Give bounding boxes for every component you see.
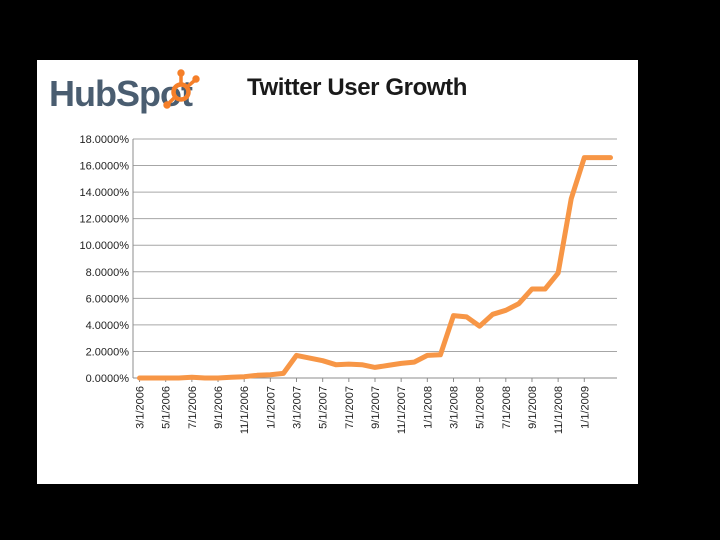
x-tick-label: 5/1/2008 <box>475 386 487 429</box>
y-tick-label: 12.0000% <box>79 214 129 226</box>
x-tick-label: 11/1/2008 <box>553 386 565 434</box>
x-tick-label: 7/1/2008 <box>501 386 513 429</box>
data-point <box>504 309 508 312</box>
data-point <box>543 287 547 291</box>
data-point <box>216 376 220 380</box>
x-tick-label: 11/1/2006 <box>239 386 251 434</box>
data-point <box>426 354 429 357</box>
data-point <box>203 376 207 380</box>
y-tick-label: 2.0000% <box>86 346 130 358</box>
data-point <box>491 313 494 316</box>
data-point <box>151 376 154 380</box>
data-point <box>242 375 246 378</box>
data-point <box>452 314 455 317</box>
y-tick-label: 6.0000% <box>86 293 130 305</box>
x-tick-label: 3/1/2006 <box>135 386 147 429</box>
x-tick-label: 5/1/2006 <box>161 386 173 429</box>
x-tick-label: 9/1/2007 <box>370 386 382 429</box>
data-point <box>360 363 364 366</box>
data-point <box>570 197 573 200</box>
data-point <box>583 156 586 159</box>
y-tick-label: 16.0000% <box>79 161 129 173</box>
x-tick-label: 3/1/2007 <box>292 386 304 429</box>
data-point <box>164 376 167 380</box>
data-point <box>138 376 141 380</box>
data-point <box>465 315 468 319</box>
data-point <box>439 353 442 356</box>
x-tick-label: 7/1/2006 <box>187 386 199 429</box>
data-point <box>282 372 285 375</box>
x-tick-label: 11/1/2007 <box>396 386 408 434</box>
data-point <box>399 362 403 365</box>
x-tick-label: 1/1/2007 <box>265 386 277 429</box>
data-point <box>478 325 481 328</box>
x-tick-label: 7/1/2007 <box>344 386 356 429</box>
data-point <box>321 359 324 362</box>
data-point <box>596 156 599 159</box>
data-point <box>190 376 194 379</box>
data-point <box>556 271 560 275</box>
data-point <box>347 362 351 366</box>
data-point <box>413 360 416 364</box>
chart-title: Twitter User Growth <box>247 74 467 101</box>
data-point <box>334 363 337 366</box>
x-tick-label: 9/1/2008 <box>527 386 539 429</box>
x-tick-label: 1/1/2009 <box>579 386 591 429</box>
data-point <box>609 156 612 159</box>
series-line <box>137 155 613 381</box>
hubspot-logo: HubSpot <box>49 69 200 114</box>
data-point <box>256 374 259 377</box>
data-point <box>177 376 180 380</box>
y-tick-label: 4.0000% <box>86 320 130 332</box>
data-point <box>373 366 377 369</box>
y-tick-label: 8.0000% <box>86 267 130 279</box>
y-tick-label: 0.0000% <box>86 373 130 385</box>
x-tick-label: 3/1/2008 <box>448 386 460 429</box>
data-point <box>386 364 390 367</box>
data-point <box>308 356 311 360</box>
y-tick-label: 10.0000% <box>79 240 129 252</box>
x-tick-label: 5/1/2007 <box>318 386 330 429</box>
y-tick-label: 14.0000% <box>79 187 129 199</box>
line-chart: 0.0000% 2.0000% 4.0000% 6.0000% 8.0000% 10.00… <box>79 134 617 434</box>
slide-panel: HubSpot Twitter User Growth 0.0000% 2.000… <box>37 60 638 484</box>
y-tick-label: 18.0000% <box>79 134 129 146</box>
data-point <box>269 373 272 376</box>
data-point <box>530 287 534 291</box>
sprocket-icon <box>163 69 200 109</box>
data-point <box>295 354 298 357</box>
data-point <box>517 302 521 305</box>
x-tick-label: 9/1/2006 <box>213 386 225 429</box>
x-tick-label: 1/1/2008 <box>422 386 434 429</box>
data-point <box>229 376 233 379</box>
